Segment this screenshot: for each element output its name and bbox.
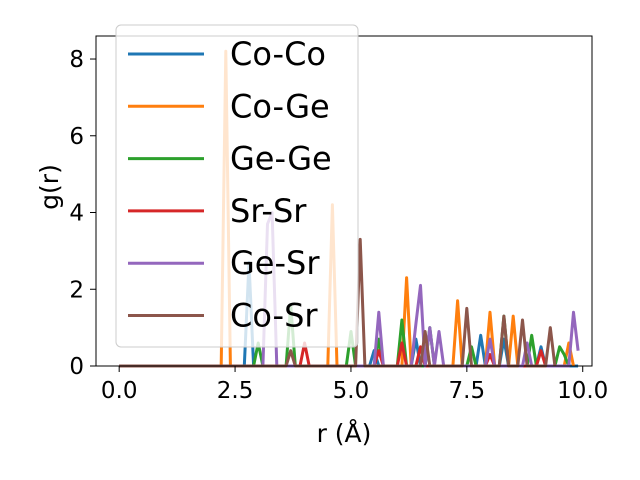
y-tick-label: 6 [69, 124, 84, 150]
ticks-layer: 0.0 2.5 5.0 7.5 10.0 0 2 4 6 8 [69, 47, 608, 404]
legend-label-co-ge: Co-Ge [230, 87, 330, 125]
y-tick-label: 8 [69, 47, 84, 73]
legend: Co-Co Co-Ge Ge-Ge Sr-Sr Ge-Sr Co-Sr [115, 24, 359, 348]
x-tick-label: 10.0 [557, 378, 608, 404]
x-tick-label: 0.0 [101, 378, 138, 404]
x-axis-label: r (Å) [317, 419, 372, 448]
y-tick-label: 0 [69, 354, 84, 380]
x-tick-label: 2.5 [217, 378, 254, 404]
y-axis-label: g(r) [35, 164, 64, 210]
y-tick-label: 4 [69, 201, 84, 227]
x-tick-label: 5.0 [333, 378, 370, 404]
legend-label-co-sr: Co-Sr [230, 297, 318, 335]
legend-label-ge-ge: Ge-Ge [230, 140, 332, 178]
legend-label-ge-sr: Ge-Sr [230, 244, 320, 282]
legend-label-sr-sr: Sr-Sr [230, 192, 307, 230]
legend-label-co-co: Co-Co [230, 35, 326, 73]
y-tick-label: 2 [69, 277, 84, 303]
x-tick-label: 7.5 [449, 378, 486, 404]
